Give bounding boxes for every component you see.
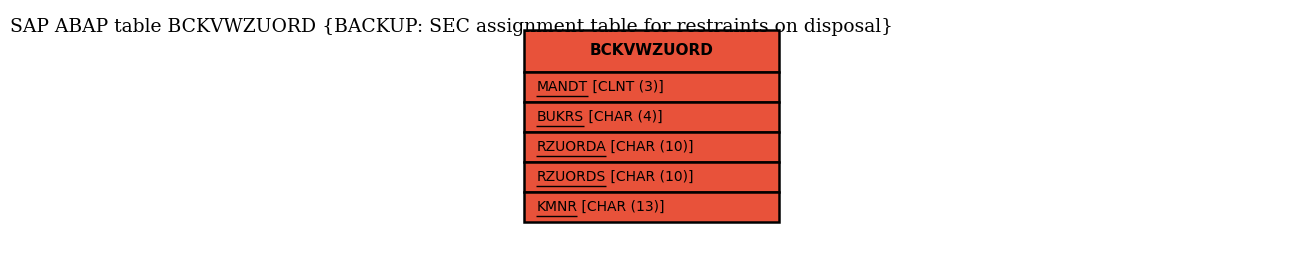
Bar bbox=[524, 102, 780, 132]
Bar bbox=[524, 132, 780, 162]
Text: MANDT: MANDT bbox=[537, 80, 587, 94]
Text: RZUORDA: RZUORDA bbox=[537, 140, 607, 154]
Text: [CHAR (10)]: [CHAR (10)] bbox=[607, 140, 693, 154]
Text: [CHAR (10)]: [CHAR (10)] bbox=[605, 170, 693, 184]
Text: SAP ABAP table BCKVWZUORD {BACKUP: SEC assignment table for restraints on dispos: SAP ABAP table BCKVWZUORD {BACKUP: SEC a… bbox=[10, 18, 893, 36]
Text: KMNR: KMNR bbox=[537, 200, 577, 214]
Bar bbox=[524, 72, 780, 102]
Text: RZUORDS: RZUORDS bbox=[537, 170, 605, 184]
Text: BCKVWZUORD: BCKVWZUORD bbox=[590, 43, 714, 59]
Bar bbox=[524, 30, 780, 72]
Text: BUKRS: BUKRS bbox=[537, 110, 584, 124]
Text: [CHAR (13)]: [CHAR (13)] bbox=[577, 200, 665, 214]
Text: [CHAR (4)]: [CHAR (4)] bbox=[584, 110, 662, 124]
Text: [CLNT (3)]: [CLNT (3)] bbox=[587, 80, 664, 94]
Bar bbox=[524, 162, 780, 192]
Bar bbox=[524, 192, 780, 222]
